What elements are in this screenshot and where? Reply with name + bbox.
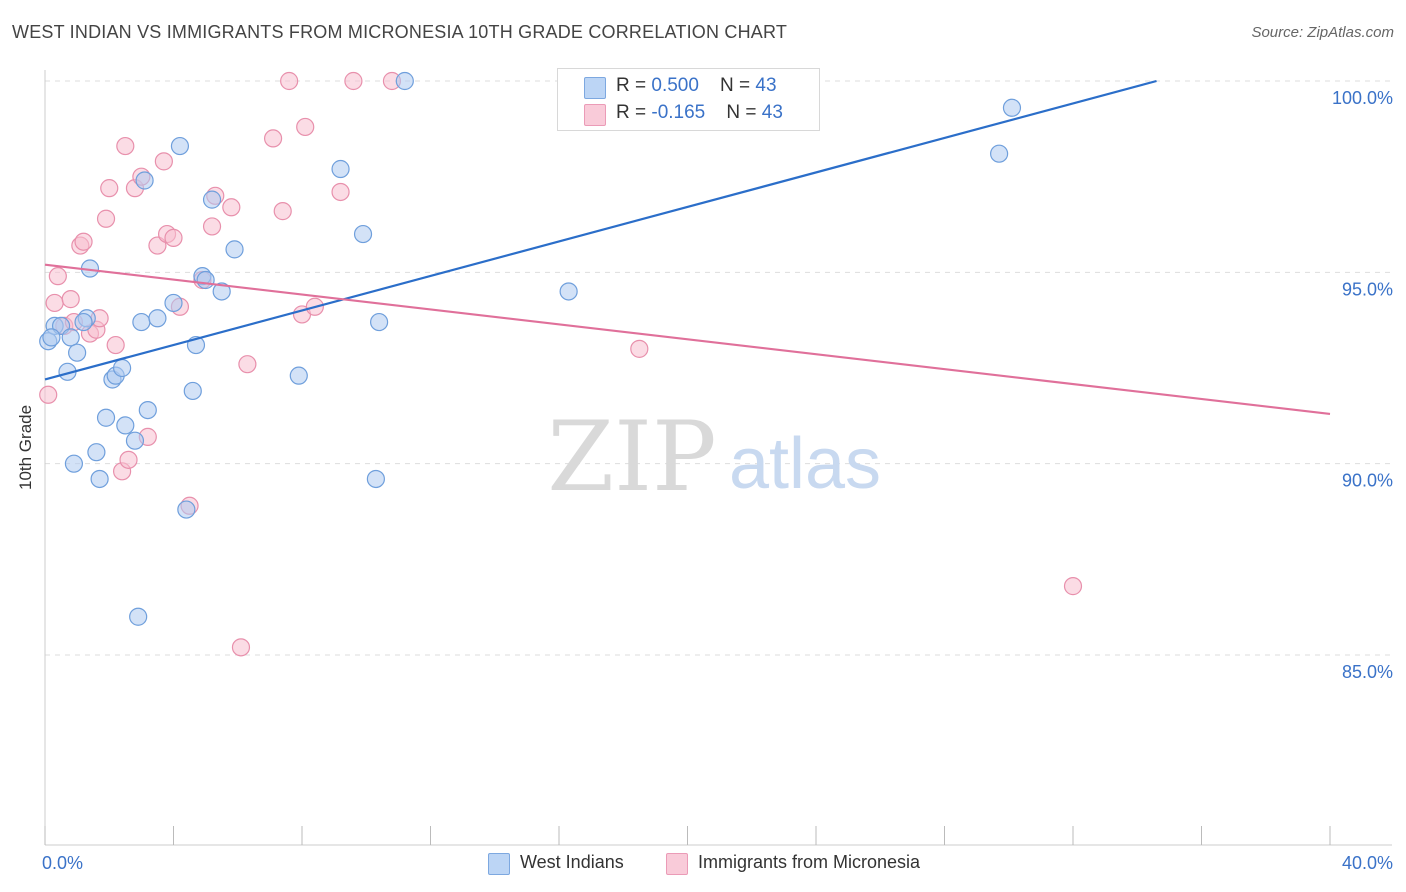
legend-swatch-blue: [488, 853, 510, 875]
data-point: [366, 469, 385, 489]
data-point: [238, 355, 257, 374]
data-point: [148, 309, 167, 328]
data-point: [296, 117, 315, 137]
data-point: [129, 607, 148, 626]
x-tick-label: 0.0%: [42, 853, 83, 873]
data-point: [202, 190, 222, 209]
legend-label: Immigrants from Micronesia: [698, 852, 921, 872]
legend-r-label: R =: [616, 102, 652, 123]
watermark-zip: ZIP: [547, 401, 716, 513]
data-point: [630, 339, 649, 358]
legend-n-label: N =: [720, 75, 756, 96]
trend-lines: [44, 79, 1331, 416]
data-point: [61, 328, 80, 347]
watermark-atlas: atlas: [729, 424, 881, 504]
data-point: [170, 136, 190, 156]
legend-swatch-pink: [584, 104, 606, 126]
data-point: [331, 159, 350, 179]
data-point: [96, 408, 116, 427]
data-point: [135, 171, 154, 190]
data-point: [64, 454, 84, 473]
x-tick-labels: 0.0% 40.0%: [42, 853, 1393, 873]
x-tick-label: 40.0%: [1342, 853, 1393, 873]
data-point: [87, 443, 106, 462]
legend-r-value: 0.500: [651, 75, 699, 96]
data-point: [116, 416, 135, 435]
data-point: [370, 312, 389, 332]
data-point: [164, 228, 183, 247]
data-point: [74, 232, 93, 251]
y-tick-label: 85.0%: [1342, 662, 1393, 682]
series-west-indians-points: [39, 71, 1022, 626]
data-point: [990, 144, 1009, 163]
data-point: [273, 202, 292, 221]
data-point: [39, 385, 58, 404]
data-point: [48, 267, 67, 286]
watermark: ZIP atlas: [547, 401, 881, 513]
data-point: [68, 343, 87, 362]
trend-line-micronesia: [44, 263, 1331, 416]
legend-n-value: 43: [761, 102, 783, 123]
data-point: [183, 381, 202, 401]
data-point: [90, 469, 109, 489]
axes: [44, 70, 1392, 846]
data-point: [164, 293, 183, 313]
data-point: [96, 209, 116, 228]
data-point: [395, 71, 414, 91]
legend-n-label: N =: [726, 102, 762, 123]
data-point: [344, 71, 363, 91]
data-point: [280, 71, 299, 91]
data-point: [100, 179, 119, 198]
data-point: [45, 293, 64, 313]
data-point: [42, 328, 61, 347]
data-point: [116, 136, 135, 156]
series-micronesia-points: [39, 71, 1083, 657]
data-point: [1002, 98, 1022, 117]
data-point: [112, 358, 132, 378]
y-tick-label: 100.0%: [1332, 88, 1393, 108]
data-point: [154, 152, 173, 171]
data-point: [196, 270, 215, 290]
data-point: [1063, 577, 1083, 596]
data-point: [138, 400, 157, 420]
data-point: [212, 282, 231, 301]
data-point: [263, 129, 283, 148]
data-point: [106, 335, 125, 355]
legend-swatch-pink: [666, 853, 688, 875]
chart-title: WEST INDIAN VS IMMIGRANTS FROM MICRONESI…: [12, 22, 788, 42]
data-point: [289, 366, 308, 385]
legend-r-value: -0.165: [651, 102, 706, 123]
data-point: [202, 217, 222, 236]
trend-line-west-indians: [44, 79, 1157, 381]
y-tick-label: 95.0%: [1342, 279, 1393, 299]
data-point: [74, 312, 93, 332]
data-point: [119, 450, 138, 469]
correlation-legend: R = 0.500 N = 43 R = -0.165 N = 43: [557, 68, 820, 131]
data-point: [353, 224, 373, 244]
source-credit: Source: ZipAtlas.com: [1251, 24, 1394, 41]
y-tick-labels: 100.0% 95.0% 90.0% 85.0%: [1332, 88, 1393, 682]
y-tick-label: 90.0%: [1342, 471, 1393, 491]
legend-r-label: R =: [616, 75, 652, 96]
data-point: [61, 290, 80, 309]
data-point: [222, 198, 241, 217]
data-point: [225, 240, 244, 259]
legend-swatch-blue: [584, 77, 606, 99]
data-point: [331, 182, 350, 202]
data-point: [559, 282, 578, 301]
data-point: [132, 312, 151, 332]
data-point: [125, 431, 145, 450]
data-point: [177, 500, 196, 519]
legend-n-value: 43: [755, 75, 777, 96]
data-point: [231, 638, 251, 657]
legend-label: West Indians: [520, 852, 624, 872]
